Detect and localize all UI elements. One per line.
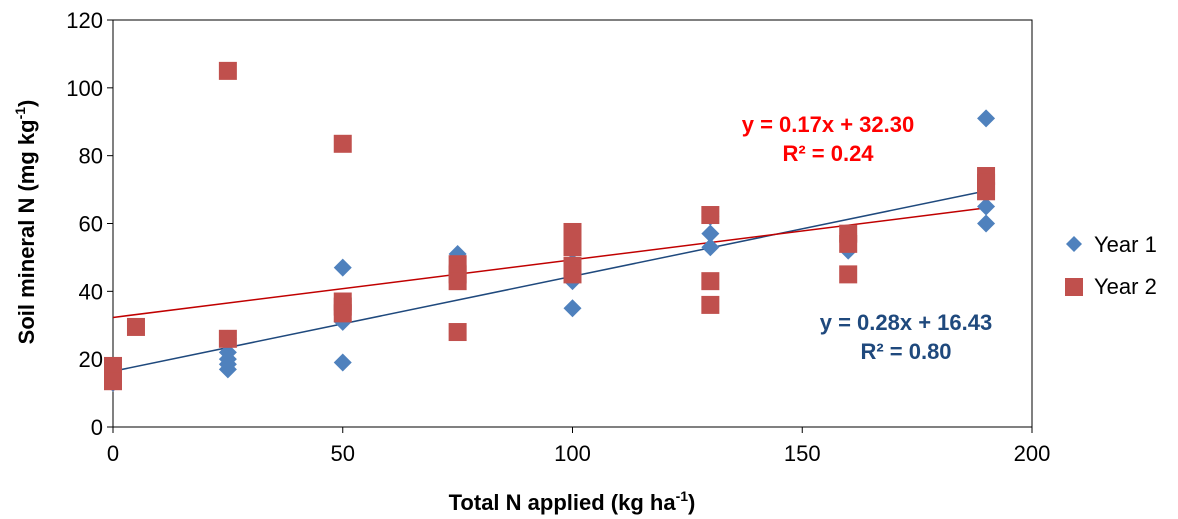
year2-point (839, 265, 858, 284)
x-axis-ticks: 0 50 100 150 200 (107, 427, 1050, 466)
year1-point (333, 353, 352, 372)
legend-label-year2: Year 2 (1094, 274, 1157, 299)
y-axis-title: Soil mineral N (mg kg-1) (12, 100, 39, 345)
x-tick-label: 100 (554, 441, 591, 466)
x-tick-label: 150 (784, 441, 821, 466)
year1-point (977, 214, 996, 233)
year2-trendline (112, 207, 987, 319)
legend-item-year1: Year 1 (1066, 232, 1157, 257)
year1-point (333, 258, 352, 277)
y-axis-ticks: 0 20 40 60 80 100 120 (66, 8, 113, 440)
year1-trend-r2: R² = 0.80 (860, 339, 951, 364)
y-tick-label: 60 (79, 212, 103, 237)
x-tick-label: 50 (331, 441, 355, 466)
x-tick-label: 200 (1014, 441, 1051, 466)
year2-point (333, 134, 352, 153)
y-tick-label: 40 (79, 279, 103, 304)
legend: Year 1 Year 2 (1065, 232, 1157, 299)
year1-point (977, 197, 996, 216)
year2-point (977, 182, 996, 201)
legend-item-year2: Year 2 (1065, 274, 1157, 299)
legend-marker-year1 (1066, 236, 1082, 252)
year2-point (701, 295, 720, 314)
y-tick-label: 20 (79, 347, 103, 372)
year1-point (563, 299, 582, 318)
year2-point (701, 272, 720, 291)
year2-trend-equation: y = 0.17x + 32.30 (742, 112, 915, 137)
year2-point (218, 329, 237, 348)
legend-label-year1: Year 1 (1094, 232, 1157, 257)
year2-trend-r2: R² = 0.24 (782, 141, 874, 166)
year2-point (333, 304, 352, 323)
year2-point (104, 372, 122, 391)
y-tick-label: 80 (79, 144, 103, 169)
y-tick-label: 100 (66, 76, 103, 101)
year1-point (977, 109, 996, 128)
y-tick-label: 0 (91, 415, 103, 440)
year2-point (218, 61, 237, 80)
data-points (104, 61, 996, 392)
x-axis-title: Total N applied (kg ha-1) (449, 488, 696, 515)
year2-point (563, 222, 582, 241)
year2-point (563, 265, 582, 284)
year2-point (448, 323, 467, 342)
year2-point (701, 206, 720, 225)
y-tick-label: 120 (66, 8, 103, 33)
year2-series (104, 61, 996, 391)
legend-marker-year2 (1065, 278, 1083, 296)
year1-point (701, 238, 720, 257)
year2-point (448, 272, 467, 291)
year1-point (218, 343, 237, 362)
year2-point (839, 234, 858, 253)
year2-point (126, 317, 145, 336)
year1-point (218, 360, 237, 379)
year1-point (701, 224, 720, 243)
year1-trend-equation: y = 0.28x + 16.43 (820, 310, 993, 335)
year2-point (563, 238, 582, 257)
x-tick-label: 0 (107, 441, 119, 466)
year1-trendline (112, 190, 987, 373)
